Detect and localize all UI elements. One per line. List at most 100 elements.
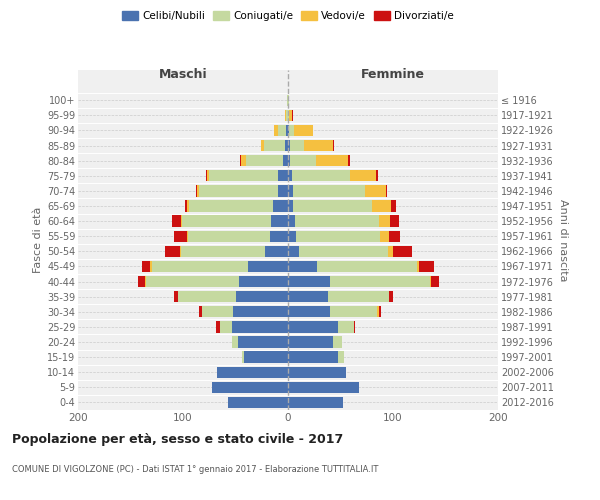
- Bar: [151, 261, 248, 272]
- Text: Maschi: Maschi: [158, 68, 208, 80]
- Bar: [215, 321, 220, 332]
- Bar: [290, 140, 304, 151]
- Bar: [207, 170, 209, 181]
- Bar: [240, 155, 241, 166]
- Bar: [389, 230, 400, 242]
- Bar: [292, 110, 293, 121]
- Bar: [261, 140, 264, 151]
- Bar: [246, 155, 283, 166]
- Bar: [330, 306, 377, 318]
- Bar: [430, 276, 431, 287]
- Bar: [372, 200, 391, 211]
- Bar: [354, 321, 355, 332]
- Bar: [138, 276, 145, 287]
- Bar: [212, 382, 288, 393]
- Bar: [328, 291, 389, 302]
- Bar: [390, 216, 400, 227]
- Text: Femmine: Femmine: [361, 68, 425, 80]
- Bar: [244, 352, 288, 363]
- Bar: [417, 261, 419, 272]
- Bar: [187, 200, 189, 211]
- Bar: [288, 246, 299, 257]
- Bar: [304, 140, 333, 151]
- Bar: [196, 185, 197, 196]
- Bar: [238, 336, 288, 347]
- Bar: [293, 185, 365, 196]
- Bar: [288, 397, 343, 408]
- Bar: [288, 261, 317, 272]
- Bar: [316, 155, 348, 166]
- Bar: [379, 306, 382, 318]
- Bar: [173, 230, 187, 242]
- Bar: [288, 276, 330, 287]
- Bar: [180, 246, 181, 257]
- Bar: [288, 110, 289, 121]
- Bar: [232, 336, 238, 347]
- Bar: [288, 185, 293, 196]
- Bar: [289, 125, 295, 136]
- Bar: [377, 306, 379, 318]
- Bar: [379, 216, 390, 227]
- Legend: Celibi/Nubili, Coniugati/e, Vedovi/e, Divorziati/e: Celibi/Nubili, Coniugati/e, Vedovi/e, Di…: [119, 8, 457, 24]
- Bar: [288, 125, 289, 136]
- Bar: [182, 216, 271, 227]
- Bar: [277, 185, 288, 196]
- Bar: [190, 200, 274, 211]
- Bar: [288, 382, 359, 393]
- Bar: [264, 140, 285, 151]
- Bar: [386, 185, 387, 196]
- Bar: [289, 110, 292, 121]
- Bar: [199, 306, 202, 318]
- Bar: [288, 321, 338, 332]
- Bar: [348, 155, 350, 166]
- Bar: [388, 246, 393, 257]
- Bar: [265, 246, 288, 257]
- Bar: [241, 155, 246, 166]
- Bar: [173, 291, 178, 302]
- Bar: [288, 155, 290, 166]
- Bar: [285, 110, 286, 121]
- Bar: [288, 366, 346, 378]
- Bar: [242, 352, 244, 363]
- Bar: [296, 230, 380, 242]
- Bar: [288, 200, 293, 211]
- Bar: [181, 246, 265, 257]
- Bar: [220, 321, 232, 332]
- Bar: [295, 216, 379, 227]
- Bar: [146, 276, 239, 287]
- Bar: [248, 261, 288, 272]
- Bar: [293, 200, 372, 211]
- Bar: [288, 216, 295, 227]
- Y-axis label: Fasce di età: Fasce di età: [32, 207, 43, 273]
- Bar: [290, 155, 316, 166]
- Bar: [299, 246, 388, 257]
- Bar: [288, 230, 296, 242]
- Bar: [202, 306, 233, 318]
- Bar: [376, 170, 379, 181]
- Bar: [181, 216, 182, 227]
- Bar: [277, 125, 286, 136]
- Bar: [206, 170, 207, 181]
- Bar: [288, 140, 290, 151]
- Bar: [288, 170, 292, 181]
- Bar: [365, 185, 386, 196]
- Bar: [288, 352, 338, 363]
- Bar: [233, 306, 288, 318]
- Bar: [393, 246, 412, 257]
- Bar: [197, 185, 199, 196]
- Bar: [286, 110, 288, 121]
- Bar: [165, 246, 180, 257]
- Bar: [217, 366, 288, 378]
- Y-axis label: Anni di nascita: Anni di nascita: [557, 198, 568, 281]
- Bar: [389, 291, 393, 302]
- Bar: [188, 230, 270, 242]
- Bar: [270, 230, 288, 242]
- Bar: [333, 336, 341, 347]
- Bar: [288, 306, 330, 318]
- Bar: [142, 261, 151, 272]
- Bar: [288, 94, 289, 106]
- Bar: [288, 336, 333, 347]
- Bar: [330, 276, 430, 287]
- Bar: [209, 170, 277, 181]
- Bar: [232, 321, 288, 332]
